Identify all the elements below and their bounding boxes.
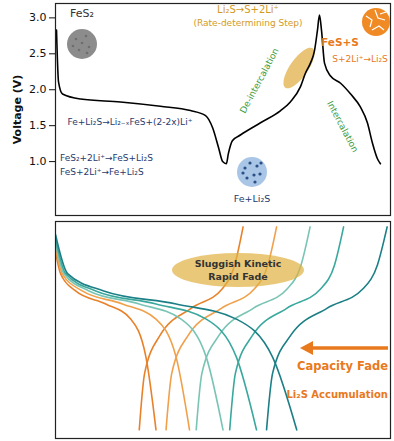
svg-text:Sluggish Kinetic: Sluggish Kinetic [195,258,282,269]
svg-text:Voltage (V): Voltage (V) [11,75,24,145]
svg-text:Fe+Li₂S→Li₂₋ₓFeS+(2-2x)Li⁺: Fe+Li₂S→Li₂₋ₓFeS+(2-2x)Li⁺ [68,117,193,127]
svg-text:Rapid Fade: Rapid Fade [208,271,267,282]
svg-text:Li₂S→S+2Li⁺: Li₂S→S+2Li⁺ [217,4,279,15]
svg-text:1.0: 1.0 [29,155,47,168]
svg-text:(Rate-determining Step): (Rate-determining Step) [193,18,302,28]
svg-text:FeS+2Li⁺→Fe+Li₂S: FeS+2Li⁺→Fe+Li₂S [60,167,144,177]
svg-text:Capacity Fade: Capacity Fade [297,359,388,373]
svg-text:FeS₂: FeS₂ [70,7,94,20]
svg-text:2.0: 2.0 [29,83,47,96]
svg-text:Intercalation: Intercalation [325,99,360,154]
svg-text:FeS+S: FeS+S [321,36,359,48]
svg-text:2.5: 2.5 [29,47,47,60]
svg-text:FeS₂+2Li⁺→FeS+Li₂S: FeS₂+2Li⁺→FeS+Li₂S [60,153,153,163]
svg-text:S+2Li⁺→Li₂S: S+2Li⁺→Li₂S [332,54,388,64]
svg-text:3.0: 3.0 [29,11,47,24]
svg-text:1.5: 1.5 [29,119,47,132]
svg-text:Li₂S Accumulation: Li₂S Accumulation [287,389,389,400]
svg-text:De-intercalation: De-intercalation [238,46,281,114]
svg-text:Fe+Li₂S: Fe+Li₂S [234,193,271,204]
